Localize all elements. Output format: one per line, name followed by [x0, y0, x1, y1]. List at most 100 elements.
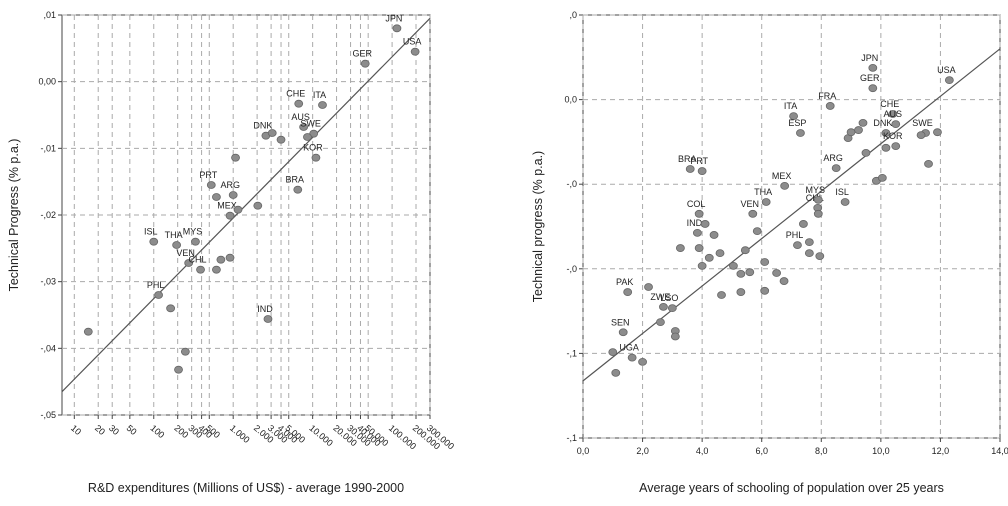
point-label: BRA	[678, 154, 697, 164]
data-point	[184, 259, 194, 267]
data-point	[736, 288, 746, 296]
data-point	[180, 347, 190, 356]
data-point	[868, 63, 878, 72]
data-point	[944, 76, 954, 85]
data-point	[667, 304, 677, 313]
point-label: GER	[860, 73, 880, 83]
data-point	[611, 368, 621, 377]
x-tick-label: 2,0	[636, 446, 649, 456]
point-label: IND	[257, 304, 273, 314]
data-point	[233, 205, 243, 214]
point-label: CHE	[880, 99, 899, 109]
data-point	[694, 244, 704, 252]
data-point	[694, 209, 704, 218]
point-label: JPN	[861, 53, 878, 63]
data-point	[623, 288, 633, 296]
data-point	[697, 167, 707, 175]
point-label: MEX	[772, 171, 792, 181]
data-point	[933, 128, 942, 137]
data-point	[228, 191, 238, 199]
point-label: ARG	[823, 153, 843, 163]
data-point	[891, 120, 901, 129]
data-point	[253, 201, 263, 210]
point-label: PRT	[690, 156, 708, 166]
data-point	[685, 165, 695, 173]
data-point	[231, 153, 240, 162]
data-point	[659, 302, 668, 311]
trend-line	[61, 17, 431, 393]
x-tick-label: 12,0	[932, 446, 950, 456]
x-tick-label: 10.000	[307, 423, 335, 448]
y-axis-title: Technical progress (% p.a.)	[531, 151, 545, 302]
data-point	[888, 110, 898, 118]
data-point	[303, 133, 312, 141]
point-label: MYS	[183, 227, 203, 237]
point-label: MYS	[806, 185, 826, 195]
data-point	[299, 123, 309, 131]
point-label: THA	[754, 187, 772, 197]
data-point	[717, 291, 726, 299]
point-label: KOR	[883, 131, 903, 141]
point-label: IND	[687, 218, 703, 228]
data-point	[644, 283, 653, 291]
x-tick-label: 8,0	[815, 446, 828, 456]
data-point	[760, 286, 770, 295]
trend-line	[582, 48, 1001, 382]
x-tick-label: 10	[69, 423, 83, 437]
data-point	[858, 118, 868, 127]
data-point	[825, 102, 835, 110]
point-label: ZWE	[650, 292, 670, 302]
data-point	[891, 142, 901, 151]
point-label: PHL	[147, 280, 165, 290]
data-point	[700, 220, 710, 228]
y-tick-label: ,0	[569, 10, 577, 20]
data-point	[846, 128, 856, 137]
point-label: SWE	[912, 118, 933, 128]
data-point	[263, 315, 273, 323]
point-label: ARG	[220, 180, 240, 190]
data-point	[881, 143, 891, 152]
point-label: THA	[165, 230, 183, 240]
data-point	[656, 318, 665, 326]
data-point	[294, 99, 304, 108]
point-label: PHL	[786, 230, 804, 240]
point-label: GER	[352, 49, 372, 59]
data-point	[172, 241, 182, 249]
point-label: PRT	[199, 170, 217, 180]
data-point	[796, 129, 805, 137]
data-point	[166, 304, 176, 313]
point-label: USA	[937, 65, 956, 75]
data-point	[715, 249, 725, 258]
data-point	[815, 252, 825, 261]
point-label: AUS	[291, 112, 310, 122]
data-point	[627, 353, 637, 362]
point-label: SEN	[611, 317, 630, 327]
data-point	[804, 238, 814, 247]
point-label: VEN	[176, 248, 195, 258]
point-label: LSO	[660, 293, 678, 303]
data-point	[813, 195, 823, 204]
data-point	[748, 209, 758, 218]
data-point	[804, 249, 814, 258]
data-point	[83, 327, 93, 336]
data-point	[924, 159, 933, 168]
data-point	[206, 181, 216, 189]
point-label: COL	[687, 199, 706, 209]
x-tick-label: 14,0	[991, 446, 1008, 456]
data-point	[154, 291, 163, 299]
x-axis-title: Average years of schooling of population…	[639, 481, 944, 495]
y-tick-label: -,0	[566, 179, 577, 189]
data-point	[216, 255, 226, 264]
data-point	[813, 209, 823, 218]
data-point	[772, 269, 782, 277]
y-tick-label: -,1	[566, 433, 577, 443]
data-point	[709, 231, 719, 239]
data-point	[410, 47, 420, 56]
data-point	[225, 253, 235, 262]
data-point	[318, 101, 327, 109]
data-point	[225, 211, 235, 220]
y-tick-label: 0,00	[38, 77, 56, 87]
y-tick-label: -,03	[40, 277, 56, 287]
